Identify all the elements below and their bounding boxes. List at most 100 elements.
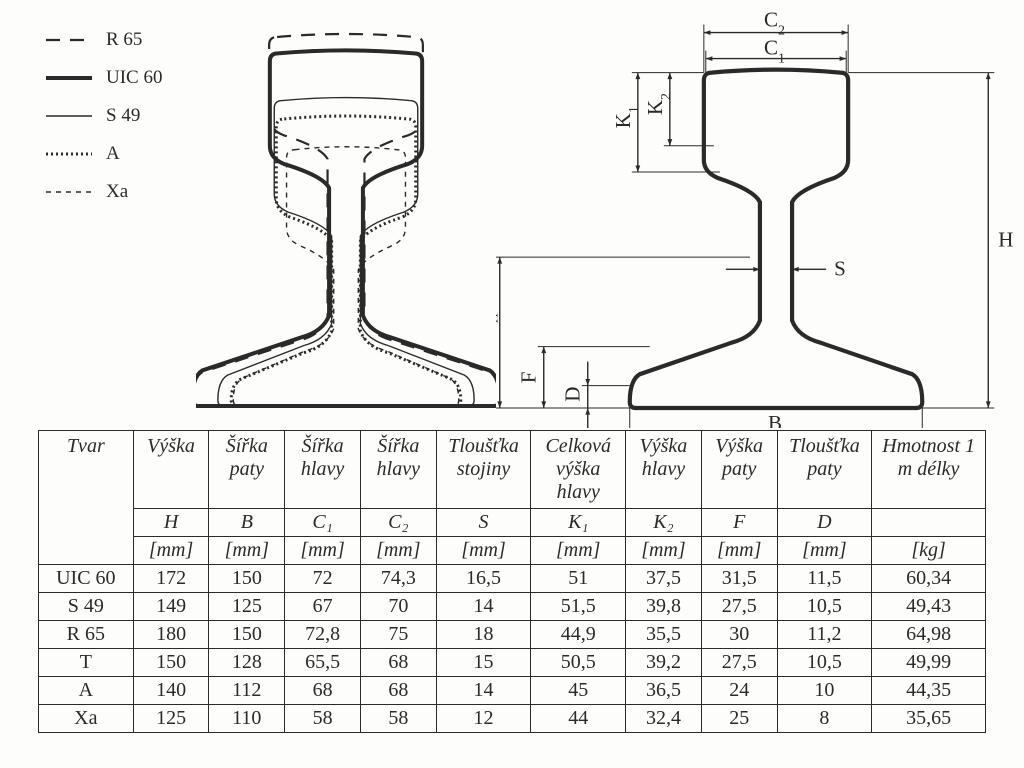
cell: 75 — [360, 621, 436, 649]
rail-dimensions-table: TvarVýškaŠířka patyŠířka hlavyŠířka hlav… — [38, 430, 986, 733]
cell: 70 — [360, 593, 436, 621]
col-unit: [mm] — [531, 537, 626, 565]
col-symbol: S — [436, 509, 531, 537]
cell: 110 — [209, 705, 285, 733]
table-row: R 6518015072,8751844,935,53011,264,98 — [39, 621, 986, 649]
legend-label: A — [106, 143, 120, 165]
col-unit: [mm] — [133, 537, 209, 565]
cell: 16,5 — [436, 565, 531, 593]
col-unit: [kg] — [872, 537, 986, 565]
cell: 172 — [133, 565, 209, 593]
cell: 35,5 — [626, 621, 702, 649]
cell: 11,5 — [777, 565, 872, 593]
col-symbol: C₂ — [360, 509, 436, 537]
cell: 128 — [209, 649, 285, 677]
table-row: UIC 601721507274,316,55137,531,511,560,3… — [39, 565, 986, 593]
cell: 49,99 — [872, 649, 986, 677]
legend-item: A — [46, 142, 196, 166]
table-row: A1401126868144536,5241044,35 — [39, 677, 986, 705]
cell: 44 — [531, 705, 626, 733]
row-label: S 49 — [39, 593, 134, 621]
cell: 44,35 — [872, 677, 986, 705]
cell: 180 — [133, 621, 209, 649]
col-symbol: F — [701, 509, 777, 537]
legend: R 65UIC 60S 49AXa — [8, 8, 196, 428]
cell: 68 — [360, 649, 436, 677]
col-unit: [mm] — [285, 537, 361, 565]
dimension-label: K1 — [611, 106, 642, 128]
rail-outline — [218, 98, 474, 406]
cell: 150 — [209, 565, 285, 593]
cell: 27,5 — [701, 593, 777, 621]
cell: 125 — [209, 593, 285, 621]
legend-label: UIC 60 — [106, 67, 162, 89]
cell: 30 — [701, 621, 777, 649]
cell: 68 — [285, 677, 361, 705]
cell: 14 — [436, 677, 531, 705]
cell: 72,8 — [285, 621, 361, 649]
row-label: UIC 60 — [39, 565, 134, 593]
col-symbol: C₁ — [285, 509, 361, 537]
legend-label: R 65 — [106, 29, 142, 51]
col-header: Hmotnost 1 m délky — [872, 431, 986, 509]
col-symbol: K₂ — [626, 509, 702, 537]
cell: 68 — [360, 677, 436, 705]
col-unit: [mm] — [209, 537, 285, 565]
dimension-label: F — [517, 372, 541, 384]
col-symbol: H — [133, 509, 209, 537]
col-header: Výška — [133, 431, 209, 509]
cell: 51 — [531, 565, 626, 593]
legend-item: UIC 60 — [46, 66, 196, 90]
dimension-label: H — [998, 227, 1013, 251]
col-header: Tvar — [39, 431, 134, 565]
cell: 112 — [209, 677, 285, 705]
cell: 150 — [133, 649, 209, 677]
col-header: Šířka hlavy — [360, 431, 436, 509]
cell: 8 — [777, 705, 872, 733]
cell: 72 — [285, 565, 361, 593]
cell: 37,5 — [626, 565, 702, 593]
cell: 50,5 — [531, 649, 626, 677]
dimension-label: S — [834, 256, 846, 280]
cell: 44,9 — [531, 621, 626, 649]
cell: 74,3 — [360, 565, 436, 593]
cell: 31,5 — [701, 565, 777, 593]
row-label: A — [39, 677, 134, 705]
col-header: Šířka hlavy — [285, 431, 361, 509]
col-header: Výška paty — [701, 431, 777, 509]
cell: 125 — [133, 705, 209, 733]
cell: 10,5 — [777, 649, 872, 677]
cell: 67 — [285, 593, 361, 621]
cell: 39,8 — [626, 593, 702, 621]
cell: 60,34 — [872, 565, 986, 593]
figure-area: R 65UIC 60S 49AXa C2C1K1K2HSYHFDB — [8, 8, 1016, 428]
col-unit: [mm] — [701, 537, 777, 565]
legend-label: S 49 — [106, 105, 140, 127]
cell: 35,65 — [872, 705, 986, 733]
dimension-label: YH — [496, 313, 501, 338]
col-header: Celková výška hlavy — [531, 431, 626, 509]
col-symbol — [872, 509, 986, 537]
rail-outline — [233, 147, 459, 406]
cell: 18 — [436, 621, 531, 649]
rail-outline-main — [630, 70, 923, 408]
cell: 12 — [436, 705, 531, 733]
cell: 10,5 — [777, 593, 872, 621]
rail-outline — [196, 34, 496, 406]
cell: 65,5 — [285, 649, 361, 677]
col-header: Výška hlavy — [626, 431, 702, 509]
cell: 45 — [531, 677, 626, 705]
col-symbol: D — [777, 509, 872, 537]
cell: 32,4 — [626, 705, 702, 733]
cell: 36,5 — [626, 677, 702, 705]
cell: 49,43 — [872, 593, 986, 621]
dimension-label: C1 — [764, 36, 785, 67]
col-unit: [mm] — [360, 537, 436, 565]
col-header: Šířka paty — [209, 431, 285, 509]
col-header: Tloušťka stojiny — [436, 431, 531, 509]
cell: 24 — [701, 677, 777, 705]
cell: 15 — [436, 649, 531, 677]
rail-profile-overlay — [196, 8, 496, 428]
row-label: R 65 — [39, 621, 134, 649]
legend-item: S 49 — [46, 104, 196, 128]
